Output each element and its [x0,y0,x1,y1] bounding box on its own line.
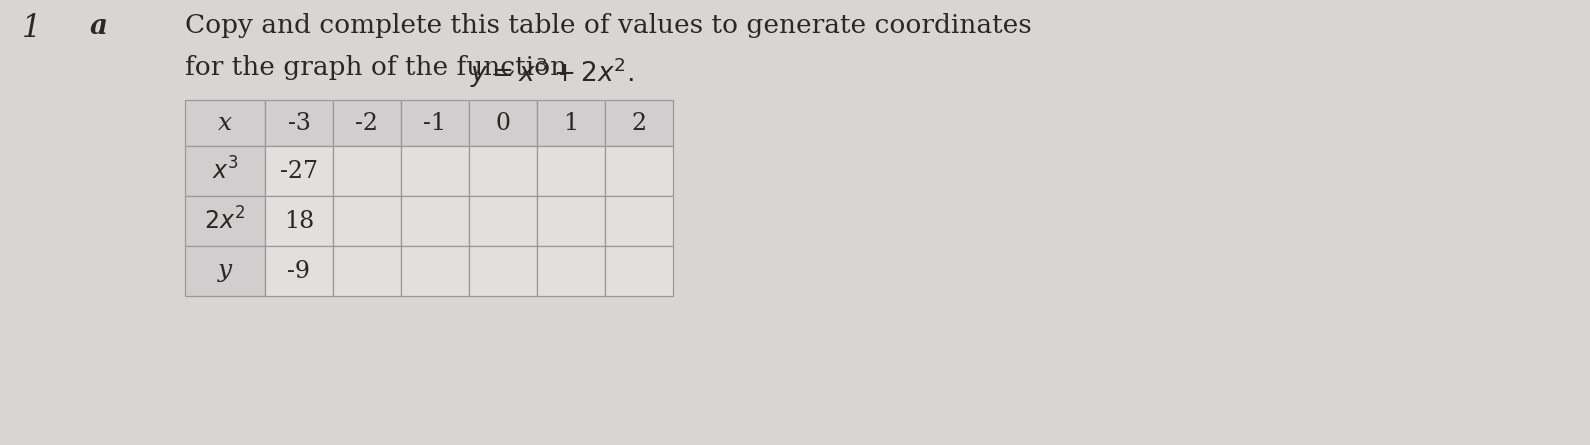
Text: 18: 18 [285,210,315,232]
Text: -3: -3 [288,112,310,134]
Bar [537,100,606,146]
Bar [606,100,673,146]
Bar [332,246,401,296]
Text: $x^3$: $x^3$ [211,158,238,185]
Text: a: a [91,13,108,40]
Bar [266,196,332,246]
Bar [469,100,537,146]
Bar [332,100,401,146]
Bar [537,196,606,246]
Text: for the graph of the function: for the graph of the function [184,55,576,80]
Bar [184,100,266,146]
Bar [332,196,401,246]
Text: 0: 0 [496,112,510,134]
Text: y: y [218,259,232,283]
Bar [184,146,266,196]
Bar [184,246,266,296]
Bar [469,196,537,246]
Text: $2x^2$: $2x^2$ [205,207,245,235]
Bar [184,196,266,246]
Text: 1: 1 [563,112,579,134]
Text: Copy and complete this table of values to generate coordinates: Copy and complete this table of values t… [184,13,1032,38]
Text: -1: -1 [423,112,447,134]
Text: -27: -27 [280,159,318,182]
Bar [266,246,332,296]
Bar [606,246,673,296]
Bar [266,100,332,146]
Bar [332,146,401,196]
Bar [469,146,537,196]
Bar [606,146,673,196]
Bar [401,246,469,296]
Text: 2: 2 [631,112,647,134]
Bar [606,196,673,246]
Text: 1: 1 [22,13,41,44]
Bar [266,146,332,196]
Bar [401,146,469,196]
Bar [469,246,537,296]
Bar [537,146,606,196]
Bar [401,100,469,146]
Text: $y = x^3 + 2x^2.$: $y = x^3 + 2x^2.$ [471,55,634,89]
Text: -9: -9 [288,259,310,283]
Bar [537,246,606,296]
Bar [401,196,469,246]
Text: x: x [218,112,232,134]
Text: -2: -2 [356,112,378,134]
